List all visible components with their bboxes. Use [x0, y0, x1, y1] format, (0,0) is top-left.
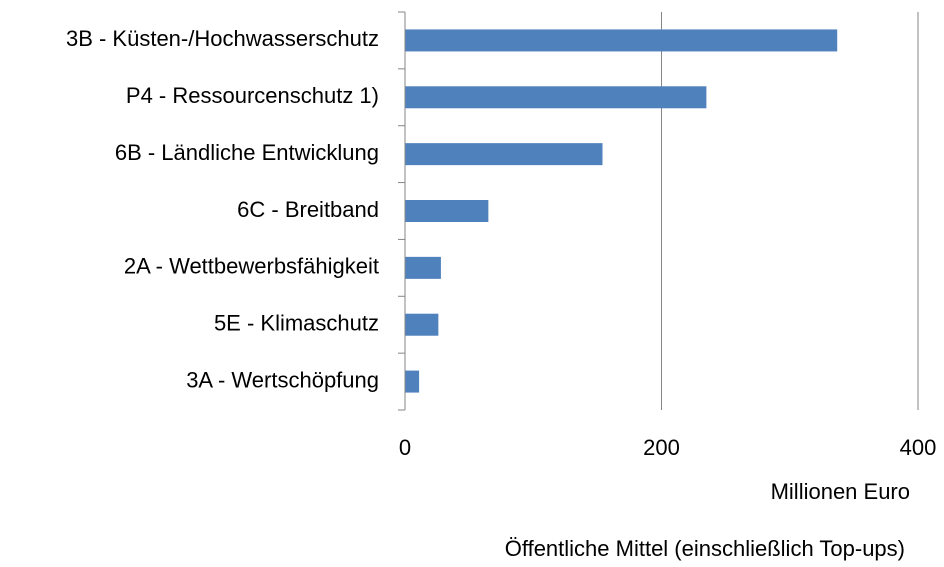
x-tick-label: 200	[643, 435, 680, 460]
x-tick-label: 0	[399, 435, 411, 460]
y-tick-label: 6C - Breitband	[237, 197, 379, 222]
annotation: Öffentliche Mittel (einschließlich Top-u…	[505, 536, 905, 561]
bar	[405, 256, 441, 279]
y-tick-label: 2A - Wettbewerbsfähigkeit	[124, 254, 379, 279]
bar	[405, 143, 603, 166]
bar	[405, 86, 707, 109]
y-tick-label: 3A - Wertschöpfung	[186, 367, 379, 392]
y-tick-label: 3B - Küsten-/Hochwasserschutz	[66, 26, 379, 51]
y-tick-label: 5E - Klimaschutz	[214, 311, 379, 336]
bar	[405, 370, 420, 393]
y-tick-label: P4 - Ressourcenschutz 1)	[126, 83, 379, 108]
x-axis-label: Millionen Euro	[771, 479, 910, 504]
bar	[405, 29, 838, 52]
y-tick-label: 6B - Ländliche Entwicklung	[115, 140, 379, 165]
bar	[405, 313, 439, 336]
bar	[405, 200, 489, 222]
x-tick-label: 400	[900, 435, 937, 460]
